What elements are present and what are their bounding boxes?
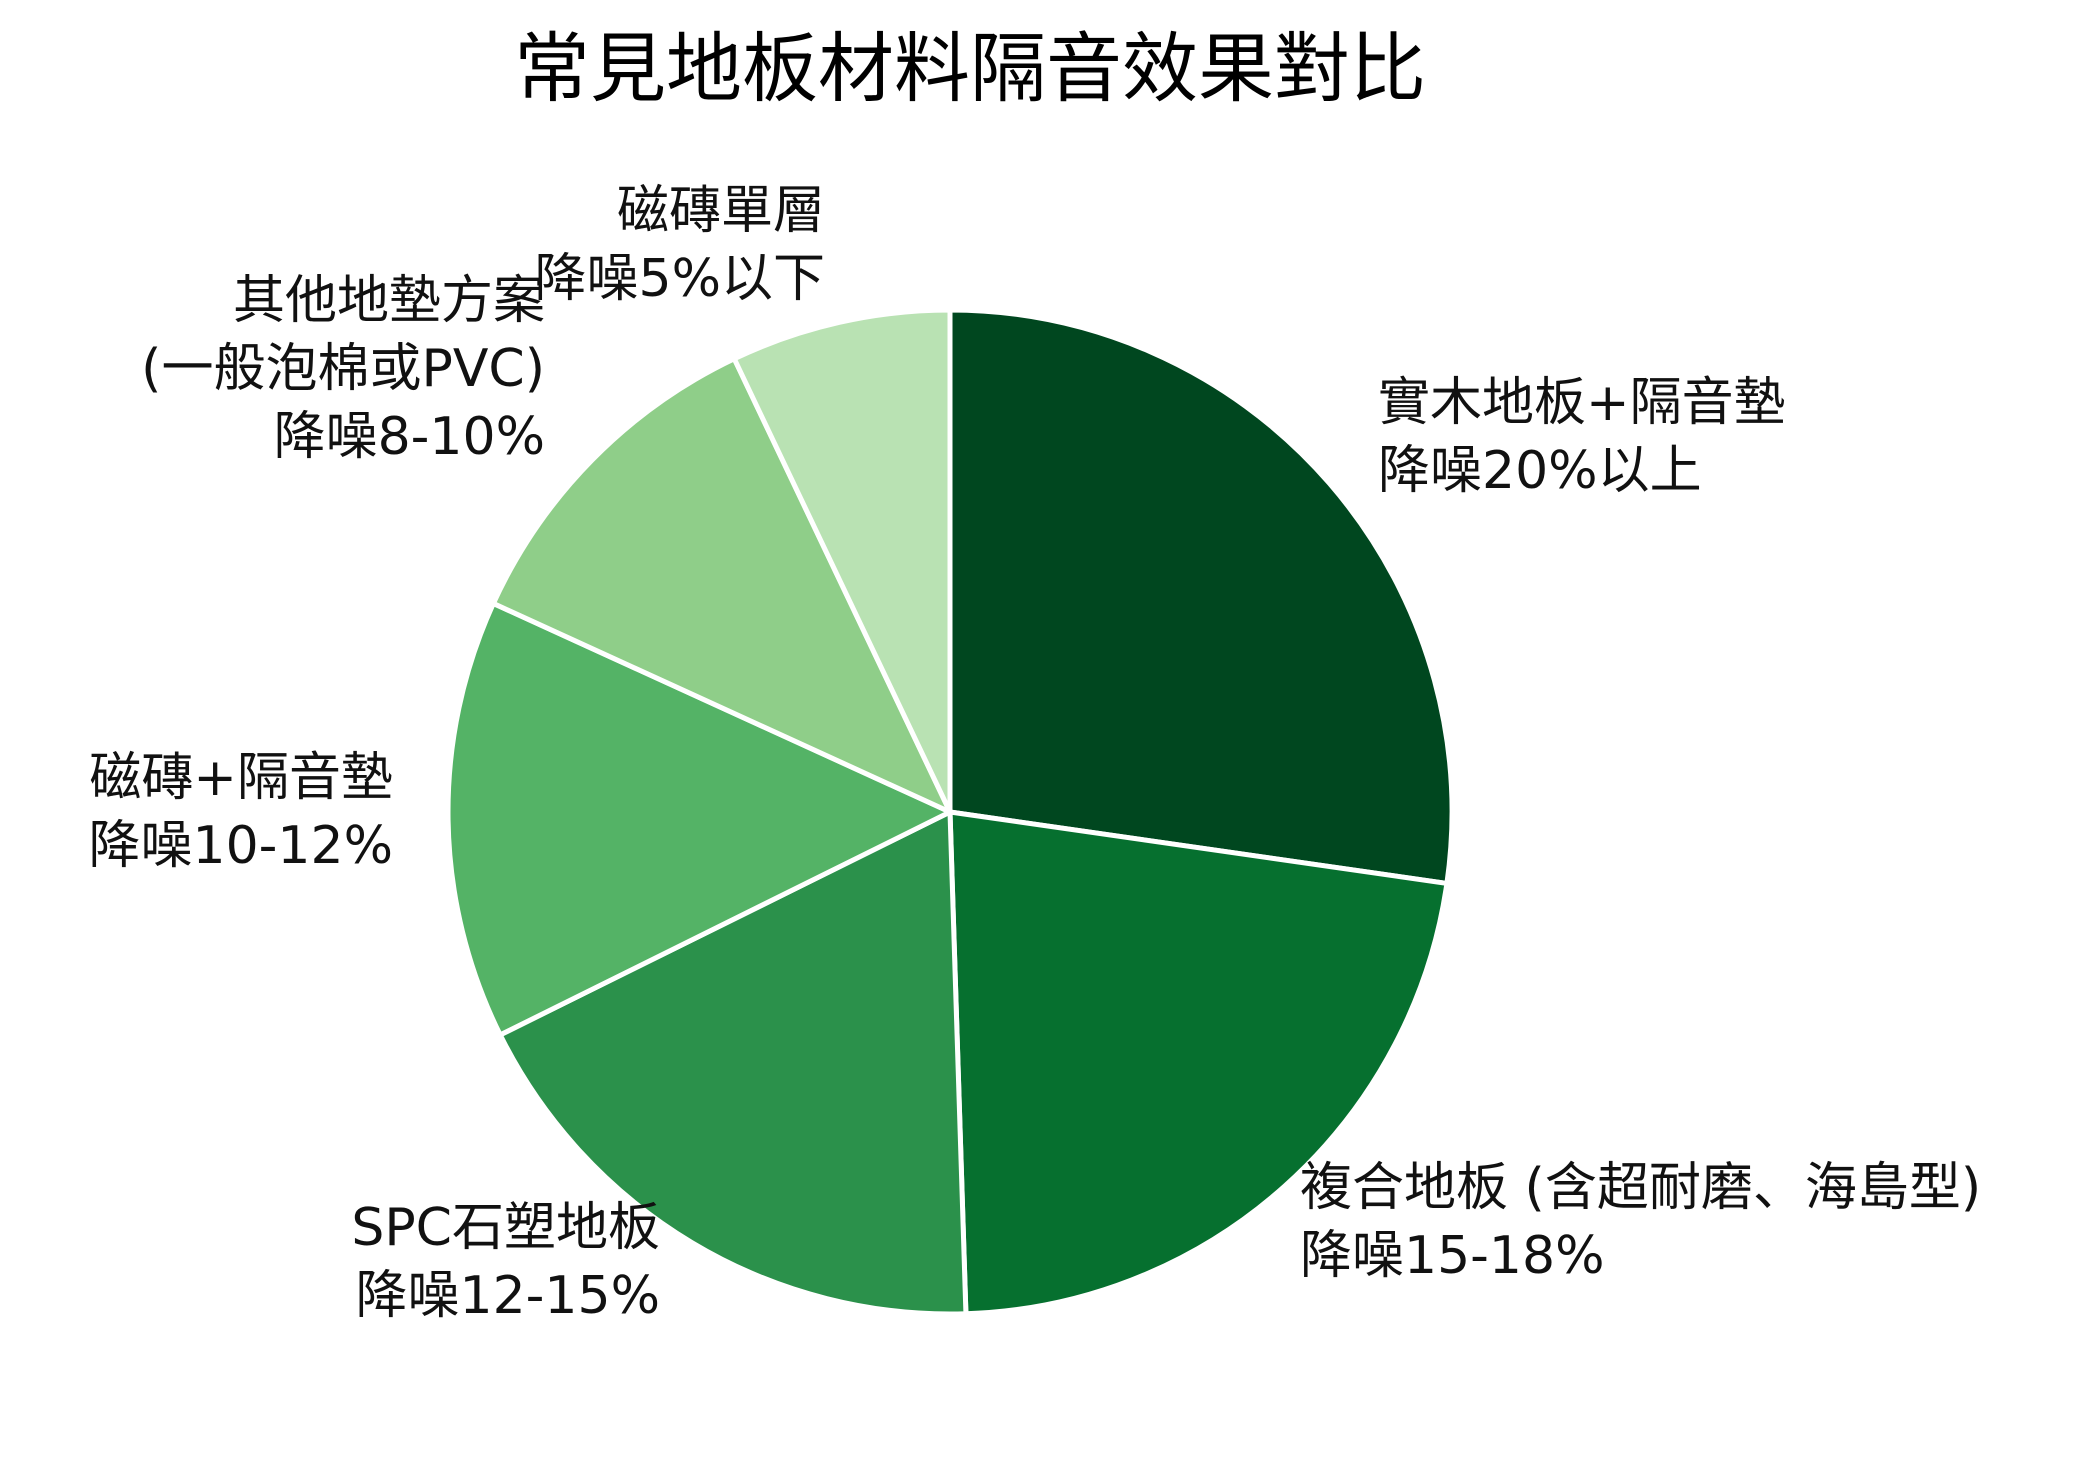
pie-slice-tile-single: [731, 307, 953, 815]
slice-value-label-other-mat: 降噪8-10%: [274, 407, 545, 467]
pie-slices: [445, 307, 1455, 1317]
slice-name-composite: 複合地板 (含超耐磨、海島型): [1300, 1158, 1981, 1218]
slice-name-solid-wood: 實木地板+隔音墊: [1378, 373, 1786, 433]
pie-slice-other-mat: [490, 356, 953, 815]
slice-name-tile-pad: 磁磚+隔音墊: [89, 748, 393, 808]
slice-value-label-tile-single: 降噪5%以下: [535, 249, 826, 309]
pie-slice-tile-pad: [445, 600, 953, 1038]
slice-value-label-composite: 降噪15-18%: [1300, 1226, 1605, 1286]
slice-value-label-tile-pad: 降噪10-12%: [88, 816, 393, 876]
slice-name-other-mat: (一般泡棉或PVC): [141, 339, 545, 399]
slice-value-label-solid-wood: 降噪20%以上: [1378, 441, 1702, 501]
pie-slice-composite: [947, 809, 1450, 1317]
slice-name-spc: SPC石塑地板: [351, 1198, 660, 1258]
slice-name-tile-single: 磁磚單層: [617, 181, 825, 241]
pie-slice-solid-wood: [947, 307, 1455, 886]
slice-value-label-spc: 降噪12-15%: [355, 1266, 660, 1326]
slice-name-other-mat: 其他地墊方案: [233, 271, 545, 331]
chart-title: 常見地板材料隔音效果對比: [514, 24, 1426, 113]
pie-slice-spc: [497, 809, 969, 1317]
